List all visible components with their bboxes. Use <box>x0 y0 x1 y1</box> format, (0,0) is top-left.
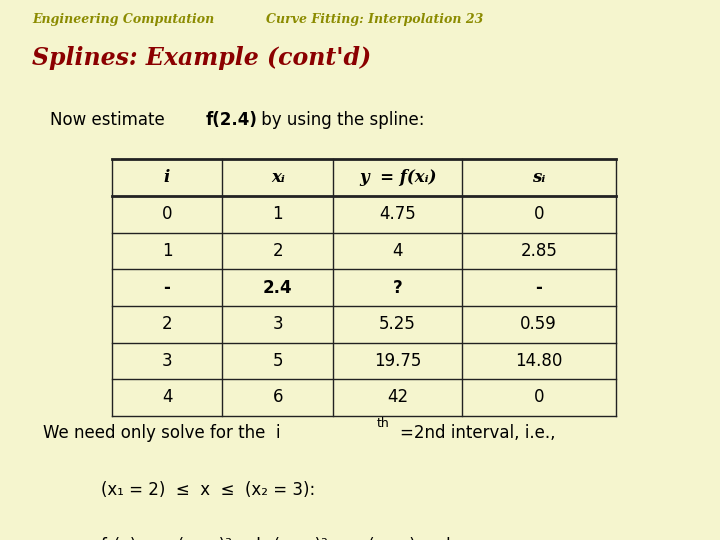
Text: 2.4: 2.4 <box>263 279 293 296</box>
Text: 3: 3 <box>273 315 283 333</box>
Text: Now estimate: Now estimate <box>50 111 171 129</box>
Text: 4.75: 4.75 <box>379 205 416 223</box>
Text: 3: 3 <box>162 352 172 370</box>
Text: 0.59: 0.59 <box>521 315 557 333</box>
Text: (x₁ = 2)  ≤  x  ≤  (x₂ = 3):: (x₁ = 2) ≤ x ≤ (x₂ = 3): <box>101 481 315 498</box>
Text: -: - <box>535 279 542 296</box>
Text: =2nd interval, i.e.,: =2nd interval, i.e., <box>400 424 555 442</box>
Text: 6: 6 <box>273 388 283 407</box>
Text: 0: 0 <box>534 205 544 223</box>
Text: f(2.4): f(2.4) <box>205 111 257 129</box>
Text: 0: 0 <box>162 205 172 223</box>
Text: 19.75: 19.75 <box>374 352 421 370</box>
Text: ?: ? <box>392 279 402 296</box>
Text: xᵢ: xᵢ <box>271 169 285 186</box>
Text: 2: 2 <box>273 242 283 260</box>
Text: th: th <box>377 417 390 430</box>
Text: -: - <box>163 279 171 296</box>
Text: 42: 42 <box>387 388 408 407</box>
Text: by using the spline:: by using the spline: <box>256 111 424 129</box>
Text: 0: 0 <box>534 388 544 407</box>
Text: 1: 1 <box>162 242 172 260</box>
Text: Splines: Example (cont'd): Splines: Example (cont'd) <box>32 46 372 70</box>
Text: Engineering Computation: Engineering Computation <box>32 14 215 26</box>
Text: 5.25: 5.25 <box>379 315 416 333</box>
Text: 2: 2 <box>162 315 172 333</box>
Text: 4: 4 <box>162 388 172 407</box>
Text: 1: 1 <box>273 205 283 223</box>
Text: 4: 4 <box>392 242 403 260</box>
Text: i: i <box>164 169 170 186</box>
Text: y  = f(xᵢ): y = f(xᵢ) <box>359 169 436 186</box>
Text: We need only solve for the  i: We need only solve for the i <box>43 424 281 442</box>
Text: 14.80: 14.80 <box>515 352 562 370</box>
Text: f₂(x) = a₂(x–x₁)³ + b₂(x–x₁)² + c₂(x–x₁) + d₂: f₂(x) = a₂(x–x₁)³ + b₂(x–x₁)² + c₂(x–x₁)… <box>101 537 457 540</box>
Text: Curve Fitting: Interpolation 23: Curve Fitting: Interpolation 23 <box>266 14 484 26</box>
Text: sᵢ: sᵢ <box>532 169 546 186</box>
Text: 2.85: 2.85 <box>521 242 557 260</box>
Text: 5: 5 <box>273 352 283 370</box>
